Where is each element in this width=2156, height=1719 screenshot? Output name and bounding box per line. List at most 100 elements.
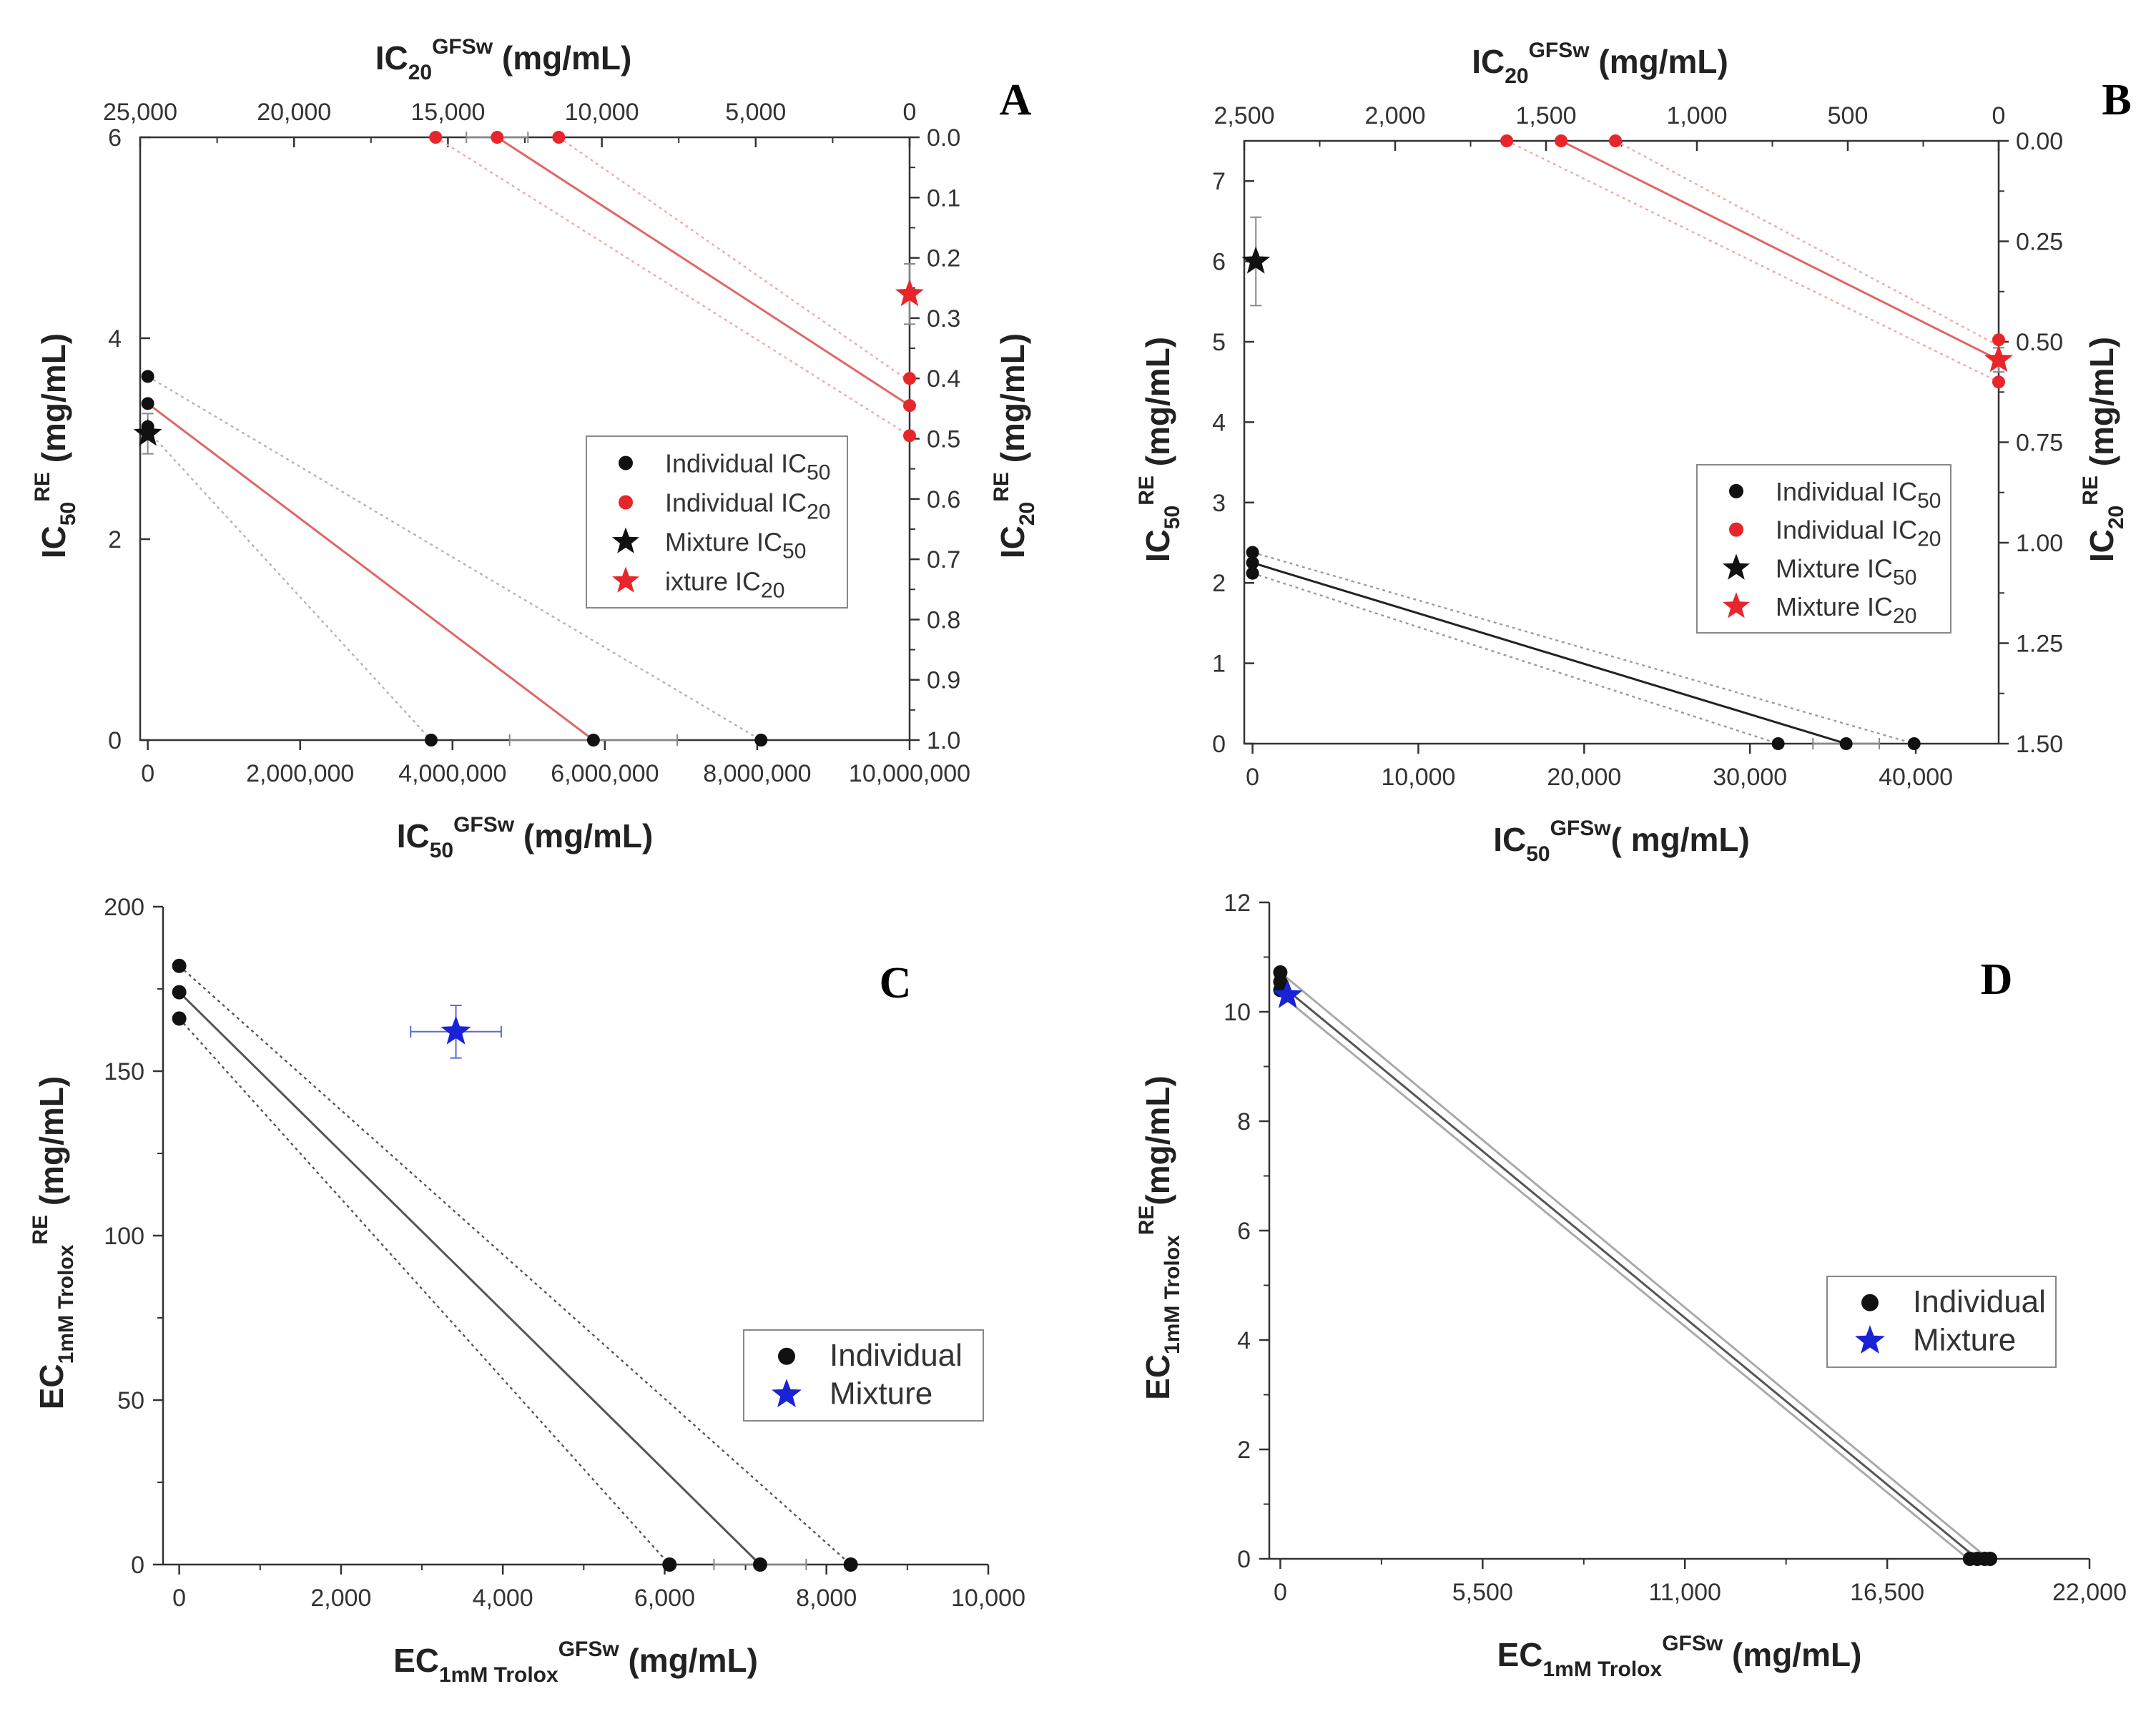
y2-tick-label: 0.4 [927,365,960,393]
data-point [172,1011,187,1026]
x2-axis-label-part: IC [375,39,408,77]
panel-c: 0 2,000 4,000 6,000 8,000 10,000 0 50 100 150 200 E… [29,894,1025,1687]
ci-ic20-line [1506,139,1999,383]
x-tick-label: 8,000,000 [703,760,811,787]
data-point [903,372,916,385]
y2-axis-label-part: (mg/mL) [994,333,1031,472]
y2-tick-label: 0.8 [927,606,960,634]
x-axis-label-part: EC [393,1642,439,1679]
y2-tick-label: 1.00 [2016,530,2063,557]
ci-ic50-line [1252,551,1915,745]
legend-label: Individual IC50 [1776,477,1941,513]
y-tick-label: 12 [1224,890,1251,917]
legend-label-subscript: 50 [782,540,806,563]
y-tick-label: 0 [131,1552,144,1579]
x2-tick-label: 2,000 [1364,102,1425,129]
y2-tick-label: 0.25 [2016,229,2063,256]
legend-label-subscript: 20 [1893,604,1916,628]
y-axis-label-part: 1mM Trolox [54,1244,78,1364]
y-axis-label-part: RE [1135,1206,1158,1236]
ci-line [1279,971,1989,1560]
data-point [141,397,154,410]
data-point [903,399,916,413]
ci-ic50-line [147,430,432,741]
y2-tick-label: 0.2 [927,245,960,272]
legend-label-subscript: 50 [1917,489,1941,513]
legend-label: Individual IC20 [665,488,830,524]
x-tick-label: 4,000 [473,1585,533,1612]
x-axis-label-part: GFSw [1662,1632,1723,1655]
data-point [754,734,768,747]
x-axis-label-part: (mg/mL) [514,817,653,854]
legend-label: Individual [830,1338,963,1373]
x-axis-label: EC1mM TroloxGFSw (mg/mL) [1497,1632,1862,1681]
x2-tick-label: 10,000 [565,99,639,126]
x2-tick-label: 0 [1992,102,2006,129]
y-axis-label-part: (mg/mL) [1139,337,1176,476]
y-tick-label: 4 [108,325,122,353]
x-tick-label: 6,000,000 [551,760,659,787]
y-tick-label: 6 [1237,1218,1251,1245]
data-point [429,131,443,144]
x-tick-label: 10,000 [951,1585,1025,1612]
x-tick-label: 0 [172,1585,186,1612]
legend-label-text: Individual [830,1338,963,1373]
x-axis-label-part: GFSw [1550,817,1612,840]
legend-label-text: Mixture IC [1776,592,1893,621]
x-axis-label-part: IC [397,817,430,854]
legend-label: Mixture IC50 [1776,553,1916,589]
legend-marker-black-circle [1861,1294,1879,1311]
y-axis-label-part: RE [29,1215,52,1245]
y-axis-label-part: IC [1139,529,1176,562]
x-axis-label: IC50GFSw (mg/mL) [397,813,654,862]
y2-tick-label: 0.7 [927,546,960,573]
y-axis-label-part: 50 [56,502,80,526]
data-point [172,985,187,1000]
x-axis-label-part: 1mM Trolox [1542,1658,1662,1681]
y-tick-label: 2 [1237,1437,1251,1464]
y-axis-label-part: RE [31,472,54,502]
x2-axis-label-part: 20 [1505,64,1528,88]
data-point [1555,134,1568,147]
x-tick-label: 10,000,000 [849,760,970,787]
x2-axis-label-part: GFSw [432,35,493,59]
x2-axis-label-part: (mg/mL) [1590,43,1728,80]
x-axis-label-part: (mg/mL) [1723,1636,1861,1673]
data-point [586,734,600,747]
y-tick-label: 0 [1237,1546,1251,1573]
panel-a: 0 2,000,000 4,000,000 6,000,000 8,000,000 10,… [31,35,1039,862]
ci-line [178,1018,671,1565]
legend-label: Individual IC20 [1776,516,1941,551]
y-axis-label-part: EC [33,1364,70,1409]
x2-tick-label: 15,000 [410,99,485,126]
legend-marker-star [1855,1325,1885,1354]
x-tick-label: 11,000 [1648,1579,1721,1606]
x-tick-label: 0 [1274,1579,1287,1606]
y-tick-label: 5 [1212,329,1226,356]
x-tick-label: 30,000 [1713,764,1787,791]
y-tick-label: 6 [108,124,122,152]
legend-label-text: Individual IC [665,449,807,478]
y-tick-label: 1 [1212,651,1226,678]
x2-axis-label-part: (mg/mL) [493,39,631,77]
legend-marker-star [1723,553,1750,580]
y-axis-label-part: EC [1139,1354,1176,1400]
legend-label-subscript: 20 [761,579,784,603]
x-axis-label-part: (mg/mL) [619,1642,758,1679]
x-tick-label: 22,000 [2052,1579,2127,1606]
x-axis-label-part: 50 [430,839,453,862]
x2-tick-label: 0 [903,99,917,126]
y-tick-label: 200 [104,894,144,921]
legend-label-text: Individual IC [1776,516,1917,545]
legend-label: Mixture IC20 [1776,592,1916,628]
legend-marker-star [1723,592,1750,619]
x2-tick-label: 5,000 [725,99,786,126]
y2-tick-label: 0.50 [2016,329,2063,356]
x2-axis-label: IC20GFSw (mg/mL) [1472,39,1728,88]
x2-tick-label: 1,000 [1666,102,1727,129]
x-axis-label-part: 1mM Trolox [439,1663,558,1687]
x-tick-label: 2,000 [310,1585,371,1612]
